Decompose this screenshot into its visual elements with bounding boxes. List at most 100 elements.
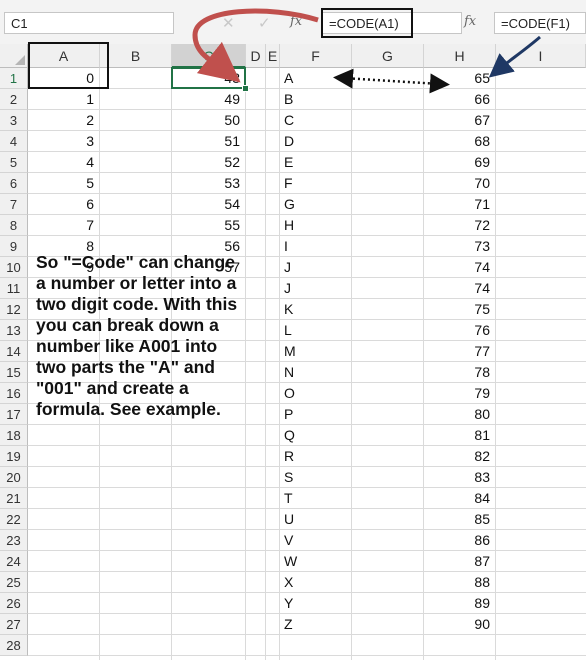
- cell-f19[interactable]: R: [284, 448, 295, 464]
- cell-h21[interactable]: 84: [474, 490, 490, 506]
- cell-h18[interactable]: 81: [474, 427, 490, 443]
- row-header-15[interactable]: 15: [0, 362, 28, 383]
- cell-h6[interactable]: 70: [474, 175, 490, 191]
- cell-c4[interactable]: 51: [224, 133, 240, 149]
- row-header-10[interactable]: 10: [0, 257, 28, 278]
- column-header-d[interactable]: D: [246, 44, 266, 68]
- formula-input-2[interactable]: =CODE(F1): [494, 12, 586, 34]
- name-box[interactable]: C1: [4, 12, 174, 34]
- cell-h23[interactable]: 86: [474, 532, 490, 548]
- cell-h20[interactable]: 83: [474, 469, 490, 485]
- row-header-25[interactable]: 25: [0, 572, 28, 593]
- row-header-24[interactable]: 24: [0, 551, 28, 572]
- cancel-icon[interactable]: ✕: [222, 15, 235, 32]
- row-header-2[interactable]: 2: [0, 89, 28, 110]
- row-header-20[interactable]: 20: [0, 467, 28, 488]
- cell-c2[interactable]: 49: [224, 91, 240, 107]
- cell-h1[interactable]: 65: [474, 70, 490, 86]
- cell-f6[interactable]: F: [284, 175, 293, 191]
- cell-h26[interactable]: 89: [474, 595, 490, 611]
- cell-a9[interactable]: 8: [86, 238, 94, 254]
- row-header-18[interactable]: 18: [0, 425, 28, 446]
- cell-f23[interactable]: V: [284, 532, 294, 548]
- cell-h5[interactable]: 69: [474, 154, 490, 170]
- cell-h13[interactable]: 76: [474, 322, 490, 338]
- cell-h16[interactable]: 79: [474, 385, 490, 401]
- cell-a3[interactable]: 2: [86, 112, 94, 128]
- row-header-22[interactable]: 22: [0, 509, 28, 530]
- row-header-12[interactable]: 12: [0, 299, 28, 320]
- row-header-23[interactable]: 23: [0, 530, 28, 551]
- cell-f21[interactable]: T: [284, 490, 293, 506]
- cell-f10[interactable]: J: [284, 259, 291, 275]
- cell-a10[interactable]: 9: [86, 259, 94, 275]
- cell-a2[interactable]: 1: [86, 91, 94, 107]
- row-header-19[interactable]: 19: [0, 446, 28, 467]
- cell-f20[interactable]: S: [284, 469, 294, 485]
- cell-h10[interactable]: 74: [474, 259, 490, 275]
- cell-f7[interactable]: G: [284, 196, 295, 212]
- cell-f25[interactable]: X: [284, 574, 294, 590]
- row-header-28[interactable]: 28: [0, 635, 28, 656]
- row-header-16[interactable]: 16: [0, 383, 28, 404]
- cell-h3[interactable]: 67: [474, 112, 490, 128]
- cell-f18[interactable]: Q: [284, 427, 295, 443]
- column-header-e[interactable]: E: [266, 44, 280, 68]
- row-header-4[interactable]: 4: [0, 131, 28, 152]
- cell-c7[interactable]: 54: [224, 196, 240, 212]
- cell-h2[interactable]: 66: [474, 91, 490, 107]
- cell-a1[interactable]: 0: [86, 70, 94, 86]
- cell-h24[interactable]: 87: [474, 553, 490, 569]
- column-header-a[interactable]: A: [28, 44, 100, 68]
- cell-f27[interactable]: Z: [284, 616, 293, 632]
- column-header-h[interactable]: H: [424, 44, 496, 68]
- cell-f13[interactable]: L: [284, 322, 292, 338]
- row-header-17[interactable]: 17: [0, 404, 28, 425]
- cell-h12[interactable]: 75: [474, 301, 490, 317]
- cell-f24[interactable]: W: [284, 553, 298, 569]
- row-header-13[interactable]: 13: [0, 320, 28, 341]
- fill-handle[interactable]: [242, 85, 249, 92]
- cell-f15[interactable]: N: [284, 364, 295, 380]
- row-header-11[interactable]: 11: [0, 278, 28, 299]
- cell-f17[interactable]: P: [284, 406, 294, 422]
- row-header-26[interactable]: 26: [0, 593, 28, 614]
- row-header-27[interactable]: 27: [0, 614, 28, 635]
- cell-c6[interactable]: 53: [224, 175, 240, 191]
- row-header-1[interactable]: 1: [0, 68, 28, 89]
- column-header-f[interactable]: F: [280, 44, 352, 68]
- cell-f3[interactable]: C: [284, 112, 295, 128]
- cell-h17[interactable]: 80: [474, 406, 490, 422]
- row-header-8[interactable]: 8: [0, 215, 28, 236]
- function-icon-2[interactable]: fx: [464, 14, 477, 29]
- cell-c8[interactable]: 55: [224, 217, 240, 233]
- cell-f22[interactable]: U: [284, 511, 295, 527]
- cell-f11[interactable]: J: [284, 280, 291, 296]
- cell-h15[interactable]: 78: [474, 364, 490, 380]
- cell-f12[interactable]: K: [284, 301, 294, 317]
- cell-a8[interactable]: 7: [86, 217, 94, 233]
- cell-a4[interactable]: 3: [86, 133, 94, 149]
- cell-f4[interactable]: D: [284, 133, 295, 149]
- row-header-6[interactable]: 6: [0, 173, 28, 194]
- cell-f16[interactable]: O: [284, 385, 295, 401]
- cell-h8[interactable]: 72: [474, 217, 490, 233]
- row-header-14[interactable]: 14: [0, 341, 28, 362]
- cell-f1[interactable]: A: [284, 70, 294, 86]
- cell-h25[interactable]: 88: [474, 574, 490, 590]
- cell-f14[interactable]: M: [284, 343, 296, 359]
- row-header-5[interactable]: 5: [0, 152, 28, 173]
- cell-h9[interactable]: 73: [474, 238, 490, 254]
- row-header-9[interactable]: 9: [0, 236, 28, 257]
- cell-h14[interactable]: 77: [474, 343, 490, 359]
- cell-f9[interactable]: I: [284, 238, 288, 254]
- cell-f8[interactable]: H: [284, 217, 295, 233]
- select-all-button[interactable]: [0, 44, 28, 68]
- cell-h22[interactable]: 85: [474, 511, 490, 527]
- cell-f2[interactable]: B: [284, 91, 294, 107]
- cell-a6[interactable]: 5: [86, 175, 94, 191]
- cell-h11[interactable]: 74: [474, 280, 490, 296]
- cell-h7[interactable]: 71: [474, 196, 490, 212]
- column-header-g[interactable]: G: [352, 44, 424, 68]
- cell-c10[interactable]: 57: [224, 259, 240, 275]
